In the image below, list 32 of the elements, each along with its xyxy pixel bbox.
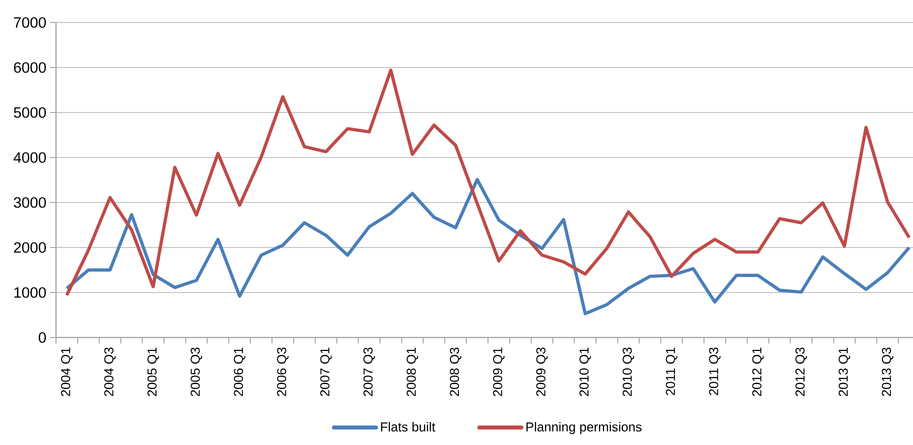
y-tick-label: 5000 <box>14 107 46 118</box>
x-tick-label: 2007 Q1 <box>320 348 332 396</box>
x-tick-label: 2011 Q1 <box>666 348 678 396</box>
y-tick-label: 7000 <box>14 17 46 28</box>
line-series <box>65 178 911 316</box>
y-tick-label: 1000 <box>14 287 46 298</box>
x-tick-label: 2009 Q1 <box>493 348 505 396</box>
x-tick-label: 2008 Q1 <box>406 348 418 396</box>
x-tick-label: 2013 Q3 <box>882 348 894 396</box>
y-tick-label: 6000 <box>14 62 46 73</box>
x-tick-label: 2009 Q3 <box>536 348 548 396</box>
y-tick-label: 4000 <box>14 152 46 163</box>
y-tick-label: 2000 <box>14 242 46 253</box>
legend-label: Planning permisions <box>526 422 642 434</box>
line-series <box>65 68 911 297</box>
x-tick-label: 2012 Q1 <box>752 348 764 396</box>
legend-label: Flats built <box>381 422 436 432</box>
x-tick-label: 2011 Q3 <box>709 348 721 396</box>
x-tick-label: 2007 Q3 <box>363 348 375 396</box>
x-tick-label: 2010 Q1 <box>579 348 591 396</box>
x-tick-label: 2010 Q3 <box>622 348 634 396</box>
x-tick-label: 2005 Q3 <box>190 348 202 396</box>
x-tick-label: 2013 Q1 <box>838 348 850 396</box>
x-tick-label: 2006 Q1 <box>234 348 246 396</box>
x-tick-label: 2008 Q3 <box>450 348 462 396</box>
x-tick-label: 2005 Q1 <box>147 348 159 396</box>
x-tick-label: 2012 Q3 <box>795 348 807 396</box>
x-tick-label: 2006 Q3 <box>277 348 289 396</box>
y-tick-label: 0 <box>38 332 46 343</box>
x-tick-label: 2004 Q3 <box>104 348 116 396</box>
x-tick-label: 2004 Q1 <box>61 348 73 396</box>
y-tick-label: 3000 <box>14 197 46 208</box>
